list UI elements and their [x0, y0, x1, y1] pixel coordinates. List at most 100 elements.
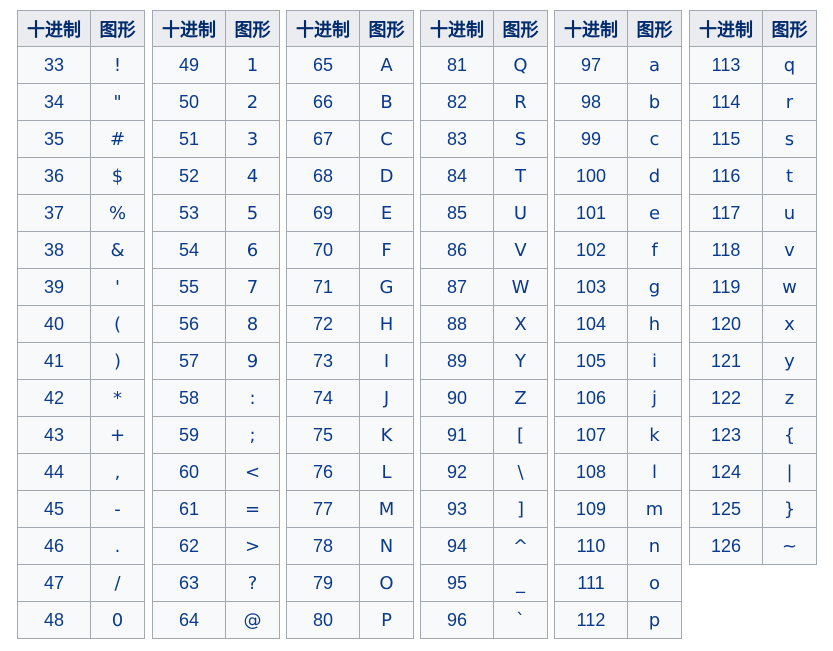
glyph-cell: K: [359, 416, 414, 454]
table-row: 82 R: [420, 83, 548, 121]
decimal-cell: 68: [286, 157, 360, 195]
table-row: 115 s: [689, 120, 817, 158]
glyph-cell: W: [493, 268, 548, 306]
decimal-cell: 112: [554, 601, 628, 639]
table-row: 67 C: [286, 120, 414, 158]
table-row: 37%: [17, 194, 145, 232]
decimal-cell: 80: [286, 601, 360, 639]
decimal-cell: 56: [152, 305, 226, 343]
table-row: 75 K: [286, 416, 414, 454]
table-row: 111 o: [554, 564, 682, 602]
decimal-cell: 99: [554, 120, 628, 158]
table-row: 88 X: [420, 305, 548, 343]
table-row: 118 v: [689, 231, 817, 269]
table-row: 76 L: [286, 453, 414, 491]
glyph-cell: l: [627, 453, 682, 491]
glyph-cell: N: [359, 527, 414, 565]
header-glyph: 图形: [225, 10, 280, 47]
decimal-cell: 39: [17, 268, 91, 306]
table-row: 117 u: [689, 194, 817, 232]
glyph-cell: Z: [493, 379, 548, 417]
table-row: 44,: [17, 453, 145, 491]
header-glyph: 图形: [90, 10, 145, 47]
decimal-cell: 50: [152, 83, 226, 121]
glyph-cell: 3: [225, 120, 280, 158]
table-row: 46.: [17, 527, 145, 565]
table-row: 51 3: [152, 120, 280, 158]
decimal-cell: 113: [689, 46, 763, 84]
glyph-cell: h: [627, 305, 682, 343]
table-row: 50 2: [152, 83, 280, 121]
decimal-cell: 111: [554, 564, 628, 602]
decimal-cell: 81: [420, 46, 494, 84]
glyph-cell: p: [627, 601, 682, 639]
glyph-cell: s: [762, 120, 817, 158]
table-row: 123{: [689, 416, 817, 454]
glyph-cell: ,: [90, 453, 145, 491]
glyph-cell: (: [90, 305, 145, 343]
decimal-cell: 95: [420, 564, 494, 602]
header-decimal: 十进制: [286, 10, 360, 47]
glyph-cell: I: [359, 342, 414, 380]
glyph-cell: =: [225, 490, 280, 528]
glyph-cell: 1: [225, 46, 280, 84]
decimal-cell: 90: [420, 379, 494, 417]
header-row: 十进制 图形: [554, 10, 682, 47]
decimal-cell: 71: [286, 268, 360, 306]
ascii-table: 十进制 图形 113 q 114 r 115 s 116 t 117 u 118 v 119 w 120 x 121…: [689, 10, 817, 565]
glyph-cell: \: [493, 453, 548, 491]
decimal-cell: 117: [689, 194, 763, 232]
glyph-cell: L: [359, 453, 414, 491]
decimal-cell: 54: [152, 231, 226, 269]
glyph-cell: }: [762, 490, 817, 528]
decimal-cell: 62: [152, 527, 226, 565]
table-row: 38 &: [17, 231, 145, 269]
decimal-cell: 61: [152, 490, 226, 528]
decimal-cell: 102: [554, 231, 628, 269]
glyph-cell: y: [762, 342, 817, 380]
decimal-cell: 79: [286, 564, 360, 602]
table-row: 112 p: [554, 601, 682, 639]
table-row: 126 ~: [689, 527, 817, 565]
table-row: 74 J: [286, 379, 414, 417]
table-row: 110 n: [554, 527, 682, 565]
header-glyph: 图形: [493, 10, 548, 47]
decimal-cell: 47: [17, 564, 91, 602]
table-row: 34 ": [17, 83, 145, 121]
table-row: 70 F: [286, 231, 414, 269]
decimal-cell: 66: [286, 83, 360, 121]
glyph-cell: t: [762, 157, 817, 195]
decimal-cell: 104: [554, 305, 628, 343]
glyph-cell: <: [225, 453, 280, 491]
table-row: 41): [17, 342, 145, 380]
table-row: 55 7: [152, 268, 280, 306]
decimal-cell: 44: [17, 453, 91, 491]
decimal-cell: 38: [17, 231, 91, 269]
decimal-cell: 122: [689, 379, 763, 417]
table-row: 54 6: [152, 231, 280, 269]
glyph-cell: J: [359, 379, 414, 417]
table-row: 59;: [152, 416, 280, 454]
decimal-cell: 43: [17, 416, 91, 454]
decimal-cell: 123: [689, 416, 763, 454]
glyph-cell: [: [493, 416, 548, 454]
table-row: 78 N: [286, 527, 414, 565]
decimal-cell: 82: [420, 83, 494, 121]
header-decimal: 十进制: [554, 10, 628, 47]
decimal-cell: 115: [689, 120, 763, 158]
decimal-cell: 40: [17, 305, 91, 343]
header-decimal: 十进制: [420, 10, 494, 47]
header-decimal: 十进制: [152, 10, 226, 47]
decimal-cell: 55: [152, 268, 226, 306]
glyph-cell: ": [90, 83, 145, 121]
glyph-cell: j: [627, 379, 682, 417]
table-row: 69 E: [286, 194, 414, 232]
glyph-cell: i: [627, 342, 682, 380]
table-row: 85 U: [420, 194, 548, 232]
table-row: 108 l: [554, 453, 682, 491]
table-row: 114 r: [689, 83, 817, 121]
table-row: 90 Z: [420, 379, 548, 417]
glyph-cell: c: [627, 120, 682, 158]
decimal-cell: 105: [554, 342, 628, 380]
table-row: 49 1: [152, 46, 280, 84]
